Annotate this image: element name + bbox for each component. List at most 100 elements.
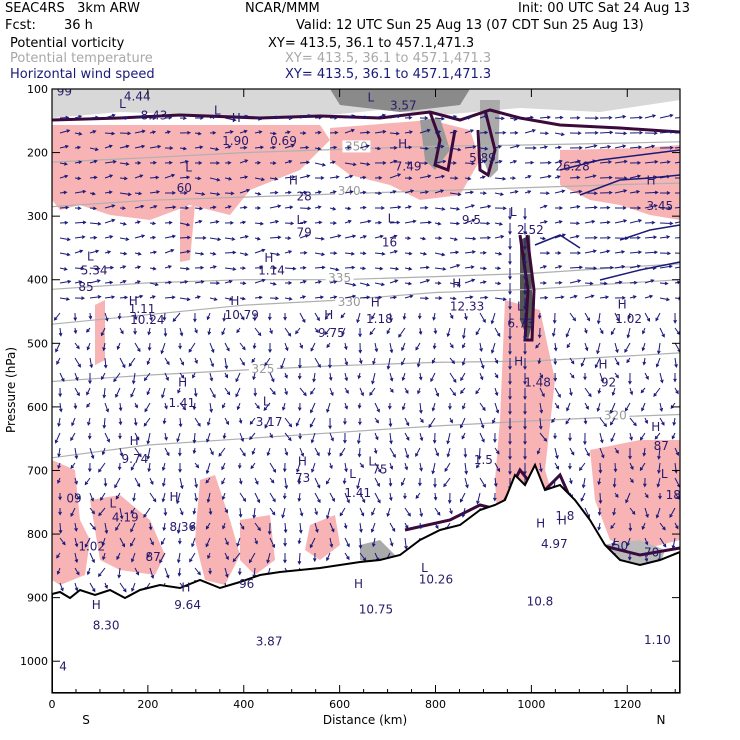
wind-vector	[134, 280, 141, 284]
wind-vector	[644, 492, 649, 499]
wind-vector	[554, 265, 563, 269]
wind-vector	[614, 250, 626, 254]
wind-vector	[389, 387, 394, 393]
wind-contour-5	[534, 234, 581, 249]
wind-vector	[374, 113, 387, 119]
wind-vector	[89, 582, 96, 593]
wind-vector	[209, 147, 220, 151]
wind-vector	[236, 537, 241, 547]
wind-vector	[404, 462, 409, 471]
wind-vector	[194, 567, 201, 576]
wind-vector	[479, 295, 489, 300]
pv-extrema-label: L	[296, 213, 303, 227]
wind-vector	[74, 567, 80, 576]
wind-vector	[554, 132, 565, 137]
wind-vector	[404, 176, 413, 180]
wind-vector	[375, 206, 385, 210]
wind-vector	[342, 477, 347, 485]
wind-vector	[239, 312, 245, 321]
wind-vector	[674, 357, 678, 369]
wind-vector	[418, 477, 422, 487]
wind-vector	[450, 161, 457, 165]
wind-vector	[494, 222, 504, 226]
wind-vector	[209, 251, 217, 256]
wind-vector	[509, 190, 519, 194]
wind-vector	[343, 432, 347, 444]
wind-vector	[614, 280, 623, 285]
wind-vector	[584, 159, 597, 164]
wind-vector	[254, 295, 263, 300]
pv-extrema-label: 1.18	[366, 312, 393, 326]
y-tick-label: 800	[27, 528, 48, 541]
wind-vector	[358, 357, 363, 365]
wind-vector	[269, 432, 273, 439]
wind-vector	[449, 176, 459, 181]
wind-vector	[459, 492, 466, 503]
wind-vector	[464, 161, 476, 166]
wind-vector	[179, 249, 191, 254]
wind-vector	[629, 280, 638, 285]
pv-extrema-label: 99	[57, 84, 72, 98]
wind-vector	[369, 327, 376, 336]
wind-vector	[119, 357, 126, 369]
wind-vector	[434, 221, 442, 226]
wind-vector	[224, 387, 231, 396]
pv-extrema-label: H	[452, 276, 461, 290]
wind-vector	[569, 372, 575, 379]
wind-vector	[508, 463, 512, 476]
wind-vector	[269, 177, 279, 181]
wind-vector	[329, 130, 339, 135]
wind-vector	[653, 387, 661, 397]
wind-vector	[674, 522, 679, 530]
wind-vector	[388, 477, 393, 487]
wind-vector	[284, 236, 292, 241]
wind-vector	[404, 236, 412, 241]
wind-vector	[404, 145, 413, 150]
wind-vector	[644, 250, 659, 255]
wind-vector	[329, 537, 334, 548]
wind-vector	[644, 190, 659, 195]
x-axis-right-end: N	[657, 713, 666, 727]
wind-vector	[206, 432, 211, 443]
wind-vector	[147, 462, 151, 473]
wind-vector	[164, 205, 177, 210]
wind-vector	[344, 145, 352, 150]
wind-vector	[116, 552, 121, 561]
wind-vector	[115, 492, 121, 500]
wind-vector	[673, 373, 677, 383]
wind-vector	[179, 297, 191, 302]
wind-vector	[284, 130, 291, 135]
wind-vector	[162, 522, 167, 532]
wind-vector	[539, 204, 548, 209]
wind-vector	[523, 238, 527, 251]
wind-vector	[299, 507, 304, 517]
wind-vector	[359, 115, 369, 120]
y-tick-label: 300	[27, 210, 48, 223]
wind-vector	[614, 114, 627, 119]
wind-vector	[134, 342, 141, 353]
y-tick-label: 700	[27, 464, 48, 477]
wind-vector	[148, 522, 153, 531]
wind-vector	[629, 115, 643, 120]
wind-vector	[479, 477, 486, 488]
wind-vector	[629, 462, 634, 471]
wind-vector	[614, 342, 619, 354]
wind-vector	[189, 552, 196, 563]
wind-vector	[580, 492, 586, 502]
wind-vector	[281, 402, 286, 411]
wind-vector	[389, 372, 394, 382]
wind-vector	[269, 327, 273, 335]
wind-vector	[566, 402, 571, 412]
wind-vector	[102, 342, 106, 352]
wind-vector	[404, 115, 413, 120]
wind-vector	[656, 477, 661, 488]
wind-vector	[490, 342, 496, 354]
pv-extrema-label: 1.02	[78, 540, 105, 554]
pv-shading-dark-top	[330, 89, 470, 112]
wind-vector	[389, 295, 398, 300]
wind-vector	[419, 146, 429, 151]
wind-vector	[358, 417, 362, 426]
wind-vector	[218, 447, 226, 457]
wind-vector	[508, 373, 512, 386]
wind-vector	[86, 567, 91, 576]
